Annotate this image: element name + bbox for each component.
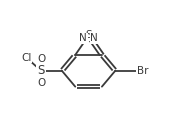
Text: O: O bbox=[37, 54, 45, 64]
Text: N: N bbox=[90, 33, 98, 43]
Text: O: O bbox=[37, 78, 45, 88]
Text: Br: Br bbox=[137, 66, 149, 76]
Text: N: N bbox=[79, 33, 87, 43]
Text: S: S bbox=[85, 30, 92, 40]
Text: S: S bbox=[37, 64, 45, 77]
Text: Cl: Cl bbox=[21, 53, 32, 63]
